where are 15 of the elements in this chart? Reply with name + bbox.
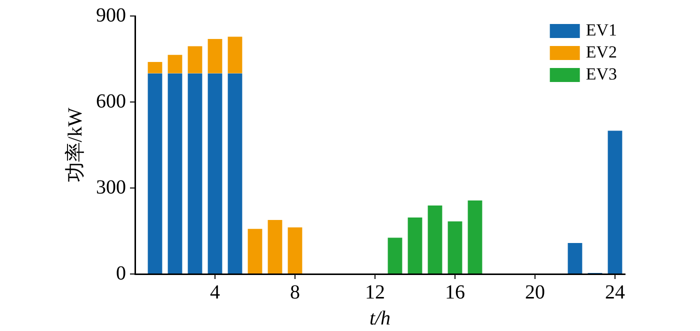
- legend-label: EV1: [586, 20, 618, 40]
- x-tick-label: 24: [605, 281, 625, 304]
- legend-label: EV3: [586, 64, 618, 84]
- y-tick-label: 0: [116, 262, 126, 284]
- x-tick-label: 16: [445, 281, 465, 304]
- y-tick-label: 900: [96, 4, 126, 26]
- y-tick-label: 600: [96, 90, 126, 112]
- x-tick-label: 4: [210, 281, 220, 304]
- y-tick-label: 300: [96, 176, 126, 198]
- y-axis-title: 功率/kW: [64, 108, 86, 182]
- x-tick-label: 20: [525, 281, 545, 304]
- x-tick-label: 12: [365, 281, 385, 304]
- legend-label: EV2: [586, 42, 618, 62]
- x-tick-label: 8: [290, 281, 300, 304]
- x-axis-title: t/h: [369, 307, 391, 330]
